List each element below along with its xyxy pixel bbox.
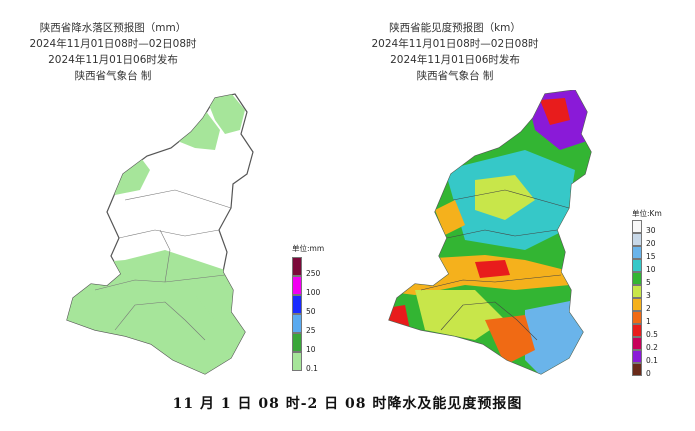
- visibility-legend-swatch: [632, 259, 642, 272]
- visibility-title-line: 陕西省能见度预报图（km）: [389, 22, 521, 34]
- district-boundaries-visibility: [420, 189, 570, 341]
- visibility-areas: [389, 90, 591, 374]
- visibility-legend-label: 3: [646, 291, 651, 300]
- precip-map: [66, 93, 254, 375]
- visibility-legend-swatch: [632, 233, 642, 246]
- visibility-issue-line: 2024年11月01日06时发布: [390, 54, 520, 66]
- precip-title-line: 陕西省降水落区预报图（mm）: [39, 22, 187, 34]
- visibility-legend-label: 2: [646, 304, 651, 313]
- precip-legend-swatch: [292, 276, 302, 295]
- visibility-legend-label: 1: [646, 317, 651, 326]
- precip-map-title: 陕西省降水落区预报图（mm） 2024年11月01日08时—02日08时 202…: [18, 20, 208, 84]
- precip-legend-swatch: [292, 352, 302, 371]
- visibility-legend-label: 0.1: [646, 356, 658, 365]
- precip-legend-swatch: [292, 314, 302, 333]
- visibility-legend-label: 20: [646, 239, 656, 248]
- visibility-legend-swatch: [632, 285, 642, 298]
- precip-issue-line: 2024年11月01日06时发布: [48, 54, 178, 66]
- visibility-legend-label: 10: [646, 265, 656, 274]
- visibility-legend-unit: 单位:Km: [632, 209, 662, 218]
- visibility-legend-swatch: [632, 363, 642, 376]
- visibility-legend-label: 5: [646, 278, 651, 287]
- visibility-legend-swatch: [632, 220, 642, 233]
- precip-legend-label: 50: [306, 307, 316, 316]
- precip-legend-label: 25: [306, 326, 316, 335]
- visibility-legend-swatch: [632, 298, 642, 311]
- visibility-issuer-line: 陕西省气象台 制: [416, 70, 494, 82]
- visibility-legend-swatch: [632, 350, 642, 363]
- precip-legend-label: 0.1: [306, 364, 318, 373]
- visibility-legend: 单位:Km 30 20 15 10 5 3 2 1 0.5 0.2 0.1 0: [632, 208, 682, 380]
- visibility-legend-label: 15: [646, 252, 656, 261]
- visibility-legend-label: 0.2: [646, 343, 658, 352]
- precip-legend-swatch: [292, 295, 302, 314]
- visibility-legend-swatch: [632, 311, 642, 324]
- precip-legend-label: 250: [306, 269, 321, 278]
- precip-period-line: 2024年11月01日08时—02日08时: [29, 38, 197, 50]
- district-boundaries: [94, 189, 232, 341]
- precip-legend-unit: 单位:mm: [292, 244, 325, 253]
- precip-issuer-line: 陕西省气象台 制: [74, 70, 152, 82]
- precip-legend-label: 10: [306, 345, 316, 354]
- figure-caption: 11 月 1 日 08 时-2 日 08 时降水及能见度预报图: [172, 396, 523, 412]
- visibility-legend-swatch: [632, 246, 642, 259]
- precip-legend-label: 100: [306, 288, 321, 297]
- visibility-legend-swatch: [632, 324, 642, 337]
- precip-legend-swatch: [292, 257, 302, 276]
- visibility-legend-swatch: [632, 337, 642, 350]
- visibility-map-title: 陕西省能见度预报图（km） 2024年11月01日08时—02日08时 2024…: [355, 20, 555, 84]
- precip-legend: 单位:mm 250 100 50 25 10 0.1: [292, 243, 342, 378]
- visibility-legend-label: 0.5: [646, 330, 658, 339]
- visibility-legend-swatch: [632, 272, 642, 285]
- visibility-map: [388, 90, 592, 375]
- visibility-period-line: 2024年11月01日08时—02日08时: [371, 38, 539, 50]
- visibility-legend-label: 30: [646, 226, 656, 235]
- precip-legend-swatch: [292, 333, 302, 352]
- visibility-legend-label: 0: [646, 369, 651, 378]
